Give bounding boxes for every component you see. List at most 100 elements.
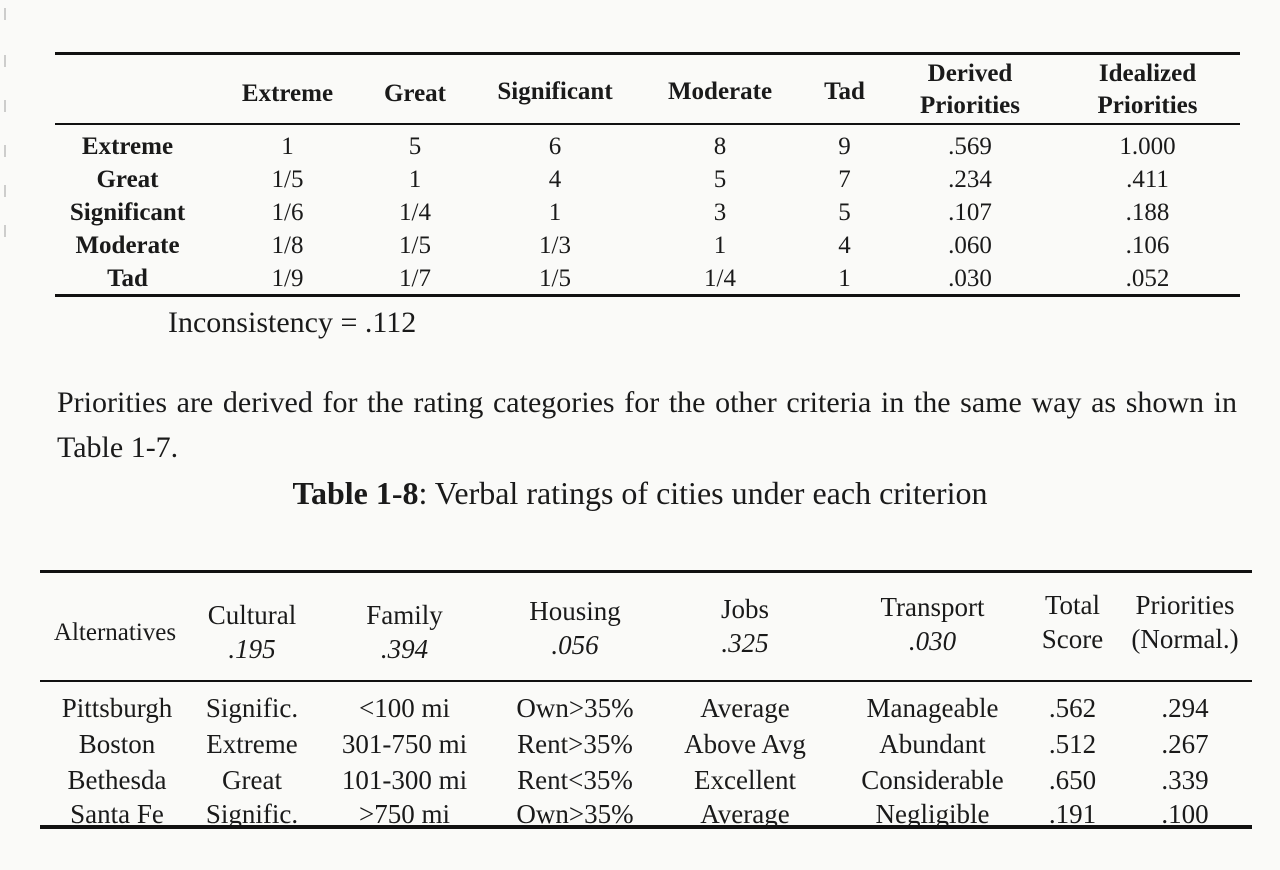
table-cell: .512 bbox=[1048, 729, 1097, 759]
column-header: Tad bbox=[824, 78, 865, 105]
table-cell: 3 bbox=[713, 199, 727, 226]
table-cell: Above Avg bbox=[684, 729, 806, 759]
table-cell: 1/3 bbox=[539, 232, 571, 259]
column-header: Priorities bbox=[920, 92, 1020, 119]
table-cell: <100 mi bbox=[359, 693, 450, 723]
table-caption: Table 1-8: Verbal ratings of cities unde… bbox=[0, 475, 1280, 512]
table-cell: 5 bbox=[713, 166, 727, 193]
table-cell: Own>35% bbox=[516, 693, 634, 723]
table-header-rule bbox=[40, 680, 1252, 682]
criterion-name: Family bbox=[366, 600, 443, 630]
table-cell: >750 mi bbox=[359, 799, 450, 829]
column-header-housing: Housing .056 bbox=[500, 594, 650, 662]
table-cell: 5 bbox=[838, 199, 851, 226]
criterion-weight: .394 bbox=[380, 634, 429, 664]
table-cell: 1/5 bbox=[539, 265, 571, 292]
table-row: Pittsburgh Signific. <100 mi Own>35% Ave… bbox=[40, 690, 1252, 726]
table-cell: 9 bbox=[838, 133, 851, 160]
table-cell: Average bbox=[700, 693, 790, 723]
table-cell: Abundant bbox=[879, 729, 986, 759]
table-cell: Own>35% bbox=[516, 799, 634, 829]
table-row: Santa Fe Signific. >750 mi Own>35% Avera… bbox=[40, 796, 1252, 832]
table-cell: Rent<35% bbox=[517, 765, 633, 795]
table-cell: .294 bbox=[1161, 693, 1209, 723]
row-label: Significant bbox=[69, 199, 186, 226]
column-header: Priorities bbox=[1097, 92, 1198, 119]
table-cell: 4 bbox=[548, 166, 562, 193]
column-header: Extreme bbox=[241, 80, 334, 107]
criterion-name: Jobs bbox=[720, 594, 769, 624]
column-header-alternatives: Alternatives bbox=[53, 619, 177, 646]
city-name: Pittsburgh bbox=[61, 693, 173, 723]
table-top-rule bbox=[40, 570, 1252, 573]
table-bottom-rule bbox=[55, 294, 1240, 297]
body-paragraph: Priorities are derived for the rating ca… bbox=[57, 386, 1237, 464]
table-top-rule bbox=[55, 52, 1240, 55]
table-row: Great 1/5 1 4 5 7 .234 .411 bbox=[55, 163, 1240, 196]
column-header-cultural: Cultural .195 bbox=[192, 598, 312, 666]
table-cell: .339 bbox=[1161, 765, 1209, 795]
row-label: Tad bbox=[107, 265, 148, 292]
page-margin-marks bbox=[0, 0, 22, 260]
table-cell: 1 bbox=[281, 133, 294, 160]
table-cell: 1.000 bbox=[1119, 133, 1176, 160]
table-cell: 1/5 bbox=[399, 232, 431, 259]
city-name: Santa Fe bbox=[70, 799, 164, 829]
table-header-row: Alternatives Cultural .195 Family .394 H… bbox=[40, 588, 1252, 668]
table-row: Significant 1/6 1/4 1 3 5 .107 .188 bbox=[55, 196, 1240, 229]
table-cell: Signific. bbox=[205, 693, 299, 723]
table-cell: 4 bbox=[838, 232, 851, 259]
table-cell: .107 bbox=[948, 199, 992, 226]
row-label: Moderate bbox=[75, 232, 180, 259]
column-header: Significant bbox=[497, 78, 613, 105]
table-cell: Negligible bbox=[875, 799, 990, 829]
table-row: Extreme 1 5 6 8 9 .569 1.000 bbox=[55, 130, 1240, 163]
table-cell: Manageable bbox=[866, 693, 999, 723]
column-header-jobs: Jobs .325 bbox=[670, 592, 820, 660]
table-cell: 8 bbox=[713, 133, 727, 160]
table-cell: Great bbox=[222, 765, 282, 795]
table-cell: 301-750 mi bbox=[341, 729, 468, 759]
table-cell: .060 bbox=[948, 232, 992, 259]
table-cell: 1/7 bbox=[399, 265, 431, 292]
table-header-row: Extreme Great Significant Moderate Tad D… bbox=[55, 58, 1240, 122]
column-header: Great bbox=[383, 80, 446, 107]
table-cell: .569 bbox=[948, 133, 992, 160]
table-cell: .234 bbox=[948, 166, 992, 193]
table-cell: Average bbox=[700, 799, 790, 829]
table-bottom-rule bbox=[40, 825, 1252, 829]
table-cell: .267 bbox=[1161, 729, 1209, 759]
table-cell: 1 bbox=[713, 232, 727, 259]
table-cell: .650 bbox=[1048, 765, 1097, 795]
table-row: Tad 1/9 1/7 1/5 1/4 1 .030 .052 bbox=[55, 262, 1240, 295]
table-header-rule bbox=[55, 123, 1240, 125]
table-row: Moderate 1/8 1/5 1/3 1 4 .060 .106 bbox=[55, 229, 1240, 262]
criterion-name: Transport bbox=[880, 592, 985, 622]
table-cell: 5 bbox=[408, 133, 422, 160]
table-cell: .411 bbox=[1126, 166, 1169, 193]
criterion-weight: .056 bbox=[551, 630, 599, 660]
column-header: Moderate bbox=[667, 78, 773, 105]
table-cell: Rent>35% bbox=[517, 729, 633, 759]
column-header: Idealized bbox=[1098, 60, 1197, 87]
header-line: (Normal.) bbox=[1131, 624, 1239, 654]
caption-text: : Verbal ratings of cities under each cr… bbox=[418, 475, 988, 511]
criterion-weight: .195 bbox=[228, 634, 276, 664]
table-cell: .562 bbox=[1048, 693, 1097, 723]
inconsistency-note: Inconsistency = .112 bbox=[168, 306, 417, 339]
table-cell: 1 bbox=[838, 265, 851, 292]
table-cell: Considerable bbox=[861, 765, 1004, 795]
table-cell: 1/4 bbox=[399, 199, 431, 226]
table-cell: 1/6 bbox=[271, 199, 304, 226]
table-row: Bethesda Great 101-300 mi Rent<35% Excel… bbox=[40, 762, 1252, 798]
table-cell: .030 bbox=[948, 265, 992, 292]
header-line: Total bbox=[1044, 590, 1101, 620]
table-cell: 1 bbox=[548, 199, 562, 226]
column-header-total-score: Total Score bbox=[1035, 588, 1110, 656]
column-header-family: Family .394 bbox=[332, 598, 477, 666]
table-cell: .052 bbox=[1125, 265, 1170, 292]
criterion-name: Housing bbox=[529, 596, 621, 626]
table-cell: Extreme bbox=[206, 729, 298, 759]
table-row: Boston Extreme 301-750 mi Rent>35% Above… bbox=[40, 726, 1252, 762]
caption-label: Table 1-8 bbox=[292, 475, 419, 511]
